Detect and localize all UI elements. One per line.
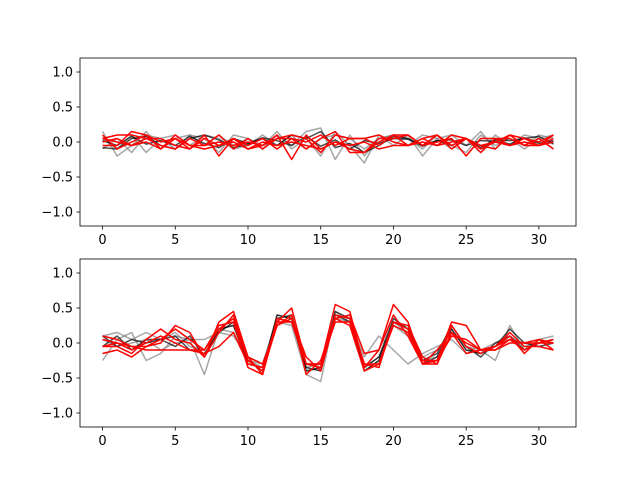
x-tick-label: 5 bbox=[171, 233, 179, 248]
x-tick-label: 30 bbox=[531, 434, 548, 449]
series-line-9 bbox=[102, 137, 554, 150]
x-tick-label: 5 bbox=[171, 434, 179, 449]
plot-area bbox=[101, 303, 554, 383]
bottom-subplot: 0 5 10 15 20 25 30 −1.0 −0.5 0.0 0.5 1.0 bbox=[41, 258, 577, 449]
x-tick-label: 0 bbox=[98, 233, 106, 248]
x-tick-label: 20 bbox=[385, 434, 402, 449]
y-tick-label: 1.0 bbox=[52, 267, 73, 282]
y-tick-label: −1.0 bbox=[41, 206, 73, 221]
x-tick-label: 10 bbox=[240, 434, 257, 449]
y-tick-label: 1.0 bbox=[52, 66, 73, 81]
x-tick-label: 10 bbox=[240, 233, 257, 248]
x-tick-label: 30 bbox=[531, 233, 548, 248]
y-tick-label: 0.5 bbox=[52, 101, 73, 116]
y-tick-label: −0.5 bbox=[41, 372, 73, 387]
series-line-8 bbox=[102, 134, 554, 150]
x-tick-label: 20 bbox=[385, 233, 402, 248]
x-tick-label: 25 bbox=[458, 233, 475, 248]
y-tick-label: −0.5 bbox=[41, 171, 73, 186]
x-tick-label: 15 bbox=[312, 434, 329, 449]
x-tick-label: 15 bbox=[312, 233, 329, 248]
top-subplot: 0 5 10 15 20 25 30 −1.0 −0.5 0.0 0.5 1.0 bbox=[41, 57, 577, 248]
plot-area bbox=[101, 127, 554, 164]
y-tick-label: 0.0 bbox=[52, 337, 73, 352]
x-tick-label: 0 bbox=[98, 434, 106, 449]
series-line-5 bbox=[102, 303, 554, 376]
y-tick-label: 0.5 bbox=[52, 302, 73, 317]
y-tick-label: 0.0 bbox=[52, 136, 73, 151]
y-tick-label: −1.0 bbox=[41, 407, 73, 422]
x-tick-label: 25 bbox=[458, 434, 475, 449]
series-line-5 bbox=[102, 134, 554, 157]
series-line-9 bbox=[102, 321, 554, 369]
